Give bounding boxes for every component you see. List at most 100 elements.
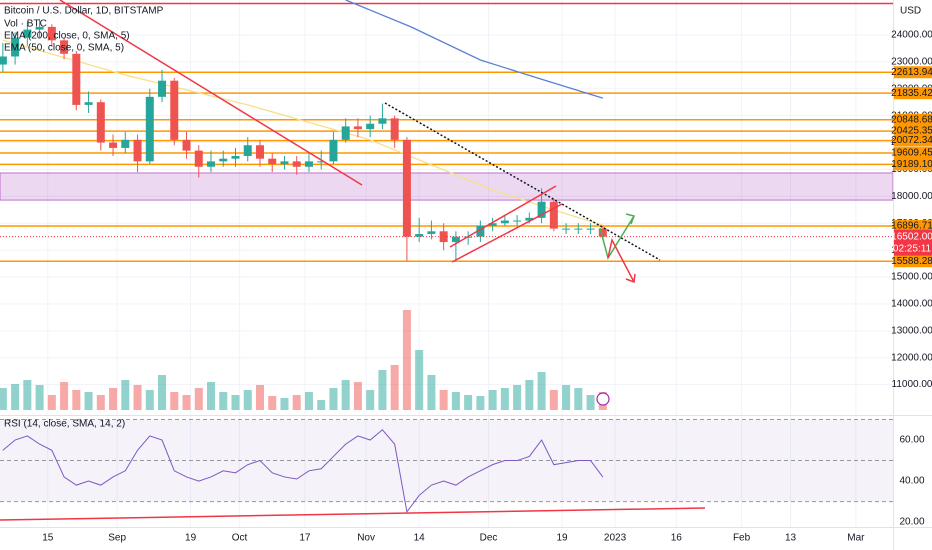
candle-body (255, 145, 264, 159)
rsi-tick-label: 60.00 (899, 435, 924, 446)
volume-bar (488, 390, 497, 410)
y-tick-label: 14000.00 (891, 299, 932, 310)
candle-body (292, 161, 301, 167)
volume-bar (72, 390, 81, 410)
x-tick-label: 16 (671, 533, 683, 544)
volume-bar (47, 395, 56, 410)
candle-body (243, 145, 252, 156)
candle-body (317, 161, 326, 163)
ema-line (345, 0, 604, 99)
volume-bar (439, 390, 448, 410)
level-label: 22613.94 (891, 67, 932, 78)
level-label-box (894, 113, 932, 126)
x-tick-label: Feb (733, 533, 751, 544)
candle-body (47, 26, 56, 41)
volume-bar (537, 372, 546, 410)
candle-body (329, 139, 338, 162)
candle-body (35, 26, 44, 30)
volume-bar (109, 388, 118, 410)
level-label-box (894, 147, 932, 160)
volume-bar (390, 365, 399, 410)
volume-bar (243, 390, 252, 410)
volume-bar (329, 388, 338, 410)
y-tick-label: 23000.00 (891, 57, 932, 68)
level-label-box (894, 87, 932, 100)
candle-body (415, 233, 424, 237)
candle-body (341, 126, 350, 140)
rsi-trend-line (0, 507, 706, 521)
x-tick-label: 19 (185, 533, 197, 544)
level-label: 15588.28 (891, 256, 932, 267)
candle-body (96, 102, 105, 143)
candle-body (525, 217, 534, 221)
volume-bar (549, 390, 558, 410)
indicator-label: EMA (200, close, 0, SMA, 5) (4, 31, 130, 42)
volume-bar (415, 350, 424, 410)
zone (0, 172, 894, 201)
indicator-label: EMA (50, close, 0, SMA, 5) (4, 43, 124, 54)
candle-body (402, 139, 411, 237)
arrow-head (625, 273, 636, 284)
volume-bar (145, 390, 154, 410)
volume-bar (317, 400, 326, 410)
level-label-box (894, 125, 932, 138)
volume-bar (292, 395, 301, 410)
candle-body (23, 29, 32, 38)
volume-bar (60, 382, 69, 410)
candle-body (513, 220, 522, 222)
price-label-box (894, 229, 932, 256)
candle-body (231, 155, 240, 159)
level-label: 20848.68 (891, 114, 932, 125)
volume-bar (574, 388, 583, 410)
candle-body (133, 139, 142, 162)
volume-bar (378, 370, 387, 410)
volume-bar (255, 385, 264, 410)
volume-bar (121, 380, 130, 410)
x-tick-label: Nov (357, 533, 375, 544)
x-tick-label: 17 (299, 533, 311, 544)
volume-bar (158, 375, 167, 410)
volume-bar (366, 390, 375, 410)
candle-body (182, 139, 191, 151)
volume-bar (84, 392, 93, 410)
x-tick-label: 14 (414, 533, 426, 544)
candle-body (353, 126, 362, 130)
x-tick-label: 15 (42, 533, 54, 544)
volume-bar (268, 396, 277, 410)
candle-body (194, 150, 203, 167)
candle-body (439, 231, 448, 243)
candle-body (280, 161, 289, 165)
volume-bar (402, 310, 411, 410)
rsi-tick-label: 20.00 (899, 517, 924, 528)
volume-bar (23, 380, 32, 410)
y-axis-label: USD (900, 6, 921, 17)
candle-body (586, 228, 595, 230)
candle-body (11, 37, 20, 57)
candle-body (537, 201, 546, 218)
candle-body (219, 158, 228, 162)
level-label: 19189.10 (891, 159, 932, 170)
x-tick-label: 13 (785, 533, 797, 544)
trend-line (384, 102, 661, 261)
x-tick-label: Oct (232, 533, 248, 544)
volume-bar (500, 388, 509, 410)
volume-bar (182, 395, 191, 410)
y-tick-label: 15000.00 (891, 272, 932, 283)
volume-bar (231, 395, 240, 410)
rsi-tick-label: 40.00 (899, 476, 924, 487)
x-tick-label: Dec (480, 533, 498, 544)
volume-label: Vol · BTC (4, 19, 47, 30)
candle-body (366, 123, 375, 130)
y-tick-label: 11000.00 (892, 379, 932, 390)
candle-body (500, 220, 509, 224)
candle-body (60, 40, 69, 54)
volume-bar (525, 380, 534, 410)
candle-body (451, 236, 460, 243)
volume-bar (427, 375, 436, 410)
x-tick-label: Sep (108, 533, 126, 544)
candle-body (304, 161, 313, 167)
volume-bar (451, 392, 460, 410)
candle-body (207, 161, 216, 167)
